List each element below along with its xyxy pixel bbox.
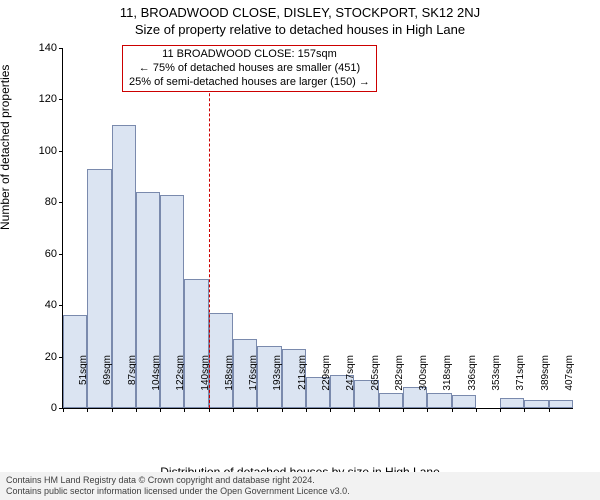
xtick-mark (330, 408, 331, 412)
ytick-mark (59, 202, 63, 203)
xtick-mark (184, 408, 185, 412)
xtick-mark (427, 408, 428, 412)
ytick-mark (59, 151, 63, 152)
ytick-label: 20 (31, 351, 57, 363)
ytick-mark (59, 48, 63, 49)
xtick-label: 389sqm (540, 355, 551, 405)
xtick-label: 407sqm (564, 355, 575, 405)
annotation-box: 11 BROADWOOD CLOSE: 157sqm ← 75% of deta… (122, 45, 377, 92)
xtick-mark (282, 408, 283, 412)
xtick-mark (379, 408, 380, 412)
attribution-footer: Contains HM Land Registry data © Crown c… (0, 472, 600, 500)
footer-line1: Contains HM Land Registry data © Crown c… (6, 475, 594, 486)
xtick-mark (549, 408, 550, 412)
xtick-mark (87, 408, 88, 412)
footer-line2: Contains public sector information licen… (6, 486, 594, 497)
annotation-line1: 11 BROADWOOD CLOSE: 157sqm (129, 48, 370, 62)
ytick-label: 80 (31, 196, 57, 208)
ytick-label: 40 (31, 299, 57, 311)
xtick-label: 336sqm (467, 355, 478, 405)
xtick-mark (136, 408, 137, 412)
xtick-mark (257, 408, 258, 412)
xtick-label: 371sqm (515, 355, 526, 405)
xtick-mark (306, 408, 307, 412)
xtick-mark (403, 408, 404, 412)
xtick-mark (209, 408, 210, 412)
xtick-mark (500, 408, 501, 412)
ytick-label: 140 (31, 42, 57, 54)
ytick-mark (59, 99, 63, 100)
annotation-line3: 25% of semi-detached houses are larger (… (129, 76, 370, 90)
xtick-mark (476, 408, 477, 412)
xtick-mark (160, 408, 161, 412)
chart-title-subtitle: Size of property relative to detached ho… (0, 22, 600, 37)
chart-title-address: 11, BROADWOOD CLOSE, DISLEY, STOCKPORT, … (0, 5, 600, 20)
plot-area: 02040608010012014051sqm69sqm87sqm104sqm1… (62, 48, 573, 409)
y-axis-label: Number of detached properties (0, 65, 12, 230)
ytick-label: 60 (31, 248, 57, 260)
xtick-mark (233, 408, 234, 412)
xtick-mark (112, 408, 113, 412)
xtick-mark (354, 408, 355, 412)
ytick-label: 100 (31, 145, 57, 157)
xtick-mark (452, 408, 453, 412)
ytick-mark (59, 254, 63, 255)
ytick-mark (59, 305, 63, 306)
reference-line (209, 48, 210, 408)
ytick-label: 120 (31, 93, 57, 105)
ytick-label: 0 (31, 402, 57, 414)
xtick-mark (63, 408, 64, 412)
xtick-mark (524, 408, 525, 412)
annotation-line2: ← 75% of detached houses are smaller (45… (129, 62, 370, 76)
